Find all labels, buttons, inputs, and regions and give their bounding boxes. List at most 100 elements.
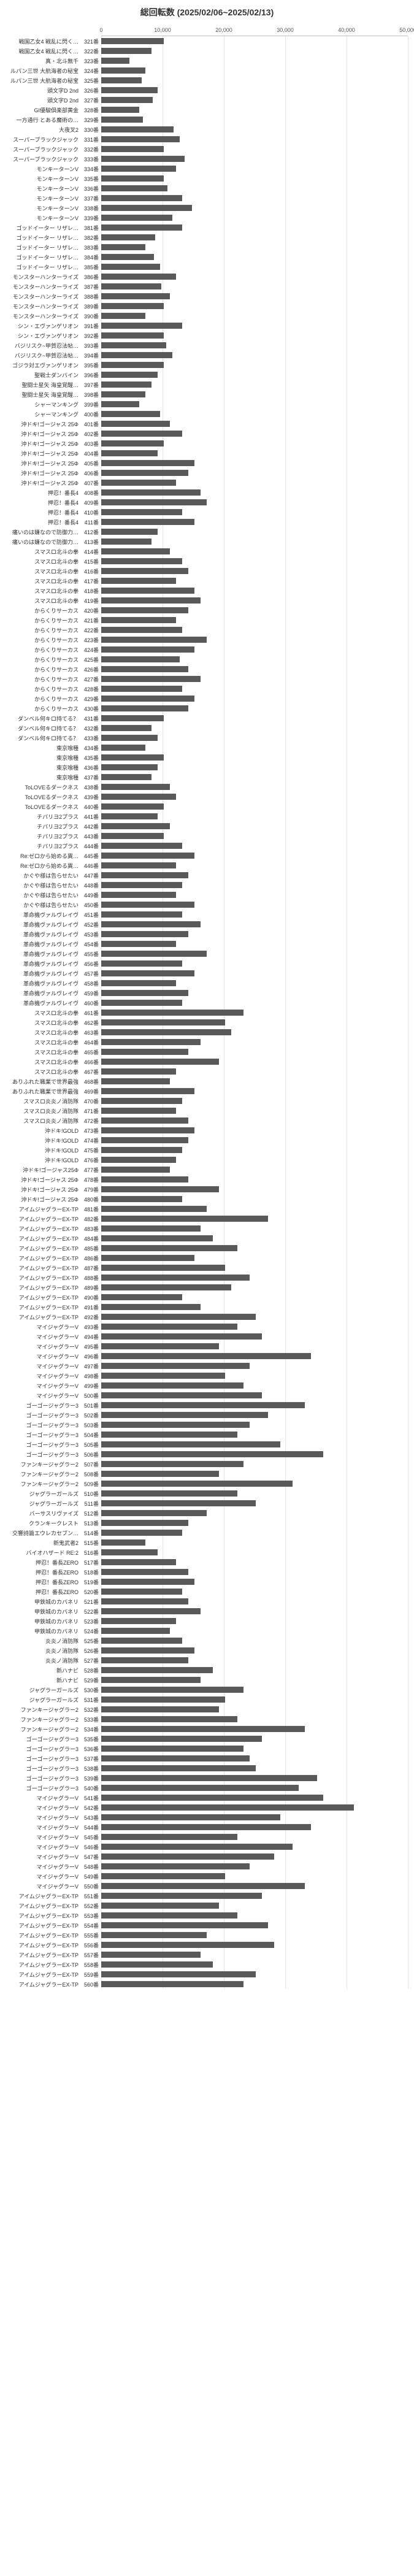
row-label-num: 414番 (79, 548, 101, 556)
row-label-num: 406番 (79, 469, 101, 477)
chart-row: ダンベル何キロ持てる？432番 (6, 723, 408, 733)
row-label-num: 440番 (79, 803, 101, 811)
row-label-name: 交響詩篇エウレカセブン… (6, 1529, 79, 1537)
row-label-num: 455番 (79, 950, 101, 958)
bar-cell (101, 1892, 408, 1899)
row-label-num: 500番 (79, 1392, 101, 1400)
bar-cell (101, 273, 408, 280)
chart-row: からくりサーカス428番 (6, 684, 408, 694)
bar (101, 1324, 237, 1330)
bar-cell (101, 1647, 408, 1654)
bar (101, 117, 143, 123)
chart-row: ToLOVEるダークネス440番 (6, 802, 408, 811)
bar-cell (101, 1421, 408, 1428)
chart-row: マイジャグラーV545番 (6, 1832, 408, 1842)
row-label-num: 427番 (79, 675, 101, 683)
row-label-num: 452番 (79, 921, 101, 929)
row-label-name: マイジャグラーV (6, 1382, 79, 1390)
row-label-num: 431番 (79, 715, 101, 723)
row-label-num: 408番 (79, 489, 101, 497)
row-label-name: 沖ドキ!ゴージャス 25Φ (6, 1176, 79, 1184)
bar (101, 254, 154, 260)
row-label-name: 沖ドキ!ゴージャス 25Φ (6, 440, 79, 448)
chart-row: 革命機ヴァルヴレイヴ456番 (6, 959, 408, 968)
row-label-num: 463番 (79, 1029, 101, 1037)
bar (101, 1912, 237, 1919)
chart-row: マイジャグラーV541番 (6, 1793, 408, 1803)
chart-row: からくりサーカス420番 (6, 605, 408, 615)
bar (101, 1942, 274, 1948)
row-label-name: マイジャグラーV (6, 1343, 79, 1351)
chart-row: ファンキージャグラー2508番 (6, 1469, 408, 1479)
row-label-num: 505番 (79, 1441, 101, 1449)
bar-cell (101, 921, 408, 928)
bar-cell (101, 391, 408, 398)
bar (101, 774, 151, 780)
chart-row: スマスロ北斗の拳463番 (6, 1027, 408, 1037)
bar-cell (101, 489, 408, 496)
bar (101, 941, 176, 947)
chart-row: シャーマンキング399番 (6, 399, 408, 409)
bar (101, 1667, 213, 1673)
bar (101, 1903, 219, 1909)
row-label-name: 甲鉄城のカバネリ (6, 1627, 79, 1635)
chart-row: モンスターハンターライズ390番 (6, 311, 408, 321)
bar-cell (101, 1539, 408, 1546)
chart-row: 押忍！番長4408番 (6, 488, 408, 497)
row-label-name: 聖闘士星矢 海皇覚醒… (6, 381, 79, 389)
row-label-num: 485番 (79, 1244, 101, 1252)
bar (101, 637, 207, 643)
bar (101, 607, 188, 613)
bar (101, 784, 170, 790)
row-label-name: アイムジャグラーEX-TP (6, 1922, 79, 1930)
row-label-num: 474番 (79, 1137, 101, 1144)
chart-row: 炎炎ノ消防隊525番 (6, 1636, 408, 1646)
bar (101, 1029, 231, 1035)
row-label-num: 494番 (79, 1333, 101, 1341)
bar-cell (101, 616, 408, 624)
row-label-name: 甲鉄城のカバネリ (6, 1598, 79, 1606)
bar-cell (101, 116, 408, 123)
row-label-num: 550番 (79, 1882, 101, 1890)
row-label-name: チバリヨ2プラス (6, 842, 79, 850)
bar-cell (101, 1087, 408, 1095)
bar (101, 146, 164, 152)
row-label-num: 541番 (79, 1794, 101, 1802)
bar (101, 1068, 176, 1075)
row-label-num: 457番 (79, 970, 101, 978)
row-label-name: アイムジャグラーEX-TP (6, 1254, 79, 1262)
chart-row: ゴーゴージャグラー3504番 (6, 1430, 408, 1439)
row-label-num: 459番 (79, 989, 101, 997)
chart-row: 沖ドキ!ゴージャス 25Φ479番 (6, 1184, 408, 1194)
bar (101, 921, 201, 927)
bar-cell (101, 1313, 408, 1321)
bar (101, 1304, 201, 1310)
bar-cell (101, 1451, 408, 1458)
chart-row: 革命機ヴァルヴレイヴ458番 (6, 978, 408, 988)
axis-tick: 20,000 (215, 27, 232, 33)
row-label-num: 388番 (79, 293, 101, 301)
row-label-name: からくりサーカス (6, 607, 79, 615)
chart-row: 沖ドキ!ゴージャス 25Φ407番 (6, 478, 408, 488)
row-label-name: 聖戦士ダンバイン (6, 371, 79, 379)
bar-cell (101, 891, 408, 899)
row-label-name: ToLOVEるダークネス (6, 803, 79, 811)
bar (101, 1392, 262, 1398)
bar (101, 754, 164, 761)
row-label-num: 404番 (79, 450, 101, 458)
row-label-name: アイムジャグラーEX-TP (6, 1215, 79, 1223)
bar-cell (101, 842, 408, 849)
row-label-name: 東京喰種 (6, 744, 79, 752)
chart-row: スマスロ北斗の拳419番 (6, 596, 408, 605)
bar (101, 1019, 225, 1025)
chart-row: ゴーゴージャグラー3502番 (6, 1410, 408, 1420)
chart-row: スマスロ北斗の拳418番 (6, 586, 408, 596)
row-label-name: ダンベル何キロ持てる？ (6, 715, 79, 723)
chart-row: 頭文字D 2nd326番 (6, 85, 408, 95)
row-label-name: 真・北斗無千 (6, 57, 79, 65)
row-label-name: 東京喰種 (6, 754, 79, 762)
chart-row: クランキークレスト513番 (6, 1518, 408, 1528)
bar-cell (101, 1235, 408, 1242)
row-label-num: 399番 (79, 401, 101, 408)
bar-cell (101, 960, 408, 967)
